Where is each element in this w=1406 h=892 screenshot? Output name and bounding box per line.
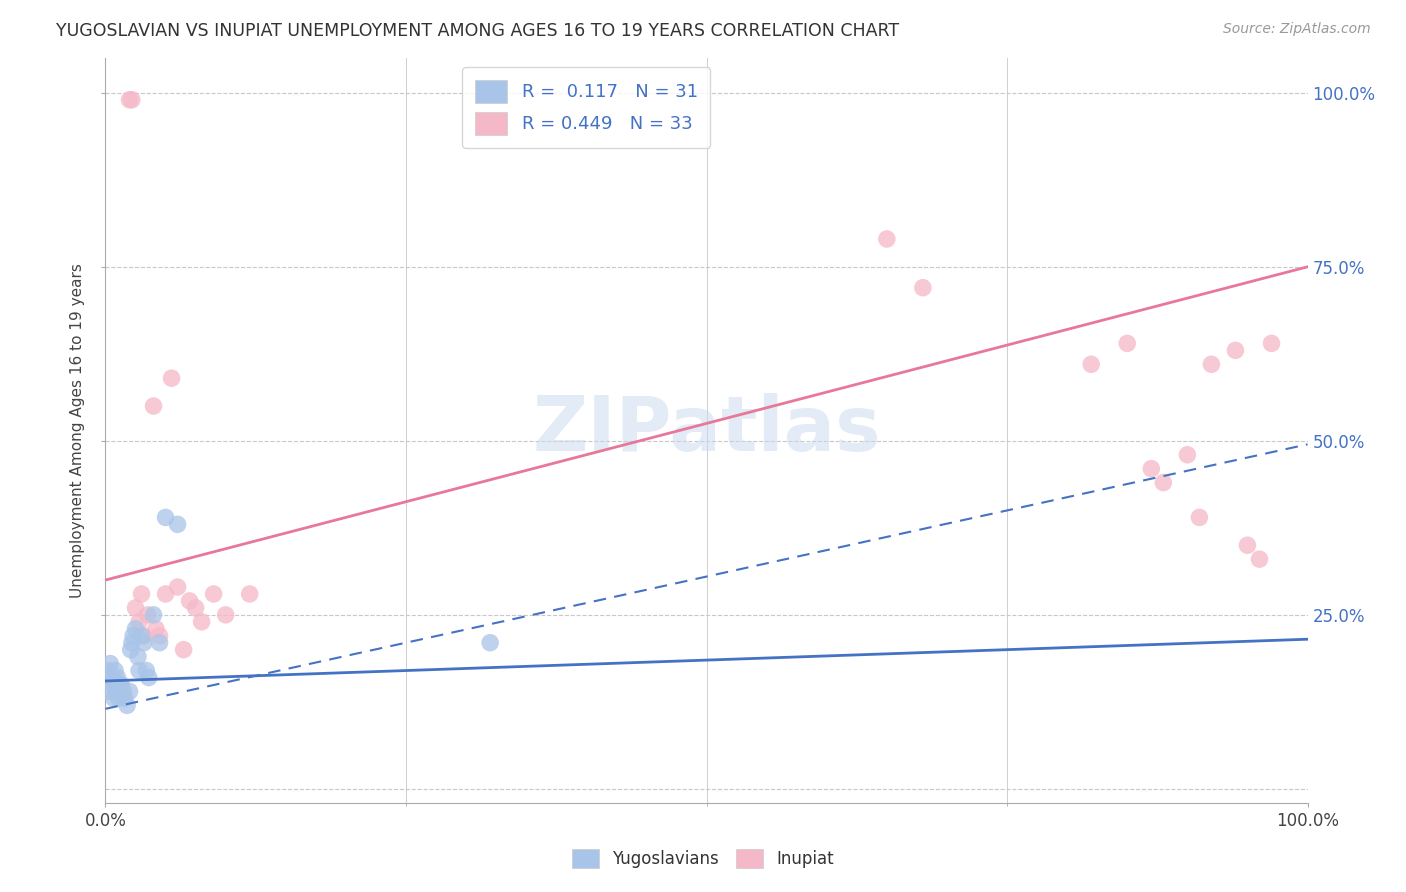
Point — [131, 629, 153, 643]
Text: ZIPatlas: ZIPatlas — [533, 393, 880, 467]
Point — [124, 622, 146, 636]
Point — [155, 510, 177, 524]
Point — [118, 93, 141, 107]
Point — [107, 691, 129, 706]
Point — [184, 600, 207, 615]
Point — [132, 636, 155, 650]
Point — [121, 93, 143, 107]
Point — [120, 642, 142, 657]
Point — [98, 684, 121, 698]
Point — [128, 615, 150, 629]
Point — [118, 684, 141, 698]
Point — [121, 636, 143, 650]
Point — [1188, 510, 1211, 524]
Point — [1236, 538, 1258, 552]
Point — [122, 629, 145, 643]
Point — [97, 664, 120, 678]
Point — [112, 684, 135, 698]
Point — [98, 657, 121, 671]
Point — [104, 664, 127, 678]
Point — [138, 671, 160, 685]
Point — [1260, 336, 1282, 351]
Point — [1201, 357, 1223, 371]
Point — [103, 691, 125, 706]
Point — [128, 664, 150, 678]
Point — [1080, 357, 1102, 371]
Point — [127, 649, 149, 664]
Point — [179, 594, 201, 608]
Point — [166, 517, 188, 532]
Point — [202, 587, 225, 601]
Legend: Yugoslavians, Inupiat: Yugoslavians, Inupiat — [565, 843, 841, 875]
Point — [132, 629, 155, 643]
Text: Source: ZipAtlas.com: Source: ZipAtlas.com — [1223, 22, 1371, 37]
Point — [876, 232, 898, 246]
Point — [115, 698, 138, 713]
Point — [124, 600, 146, 615]
Point — [1140, 461, 1163, 475]
Point — [142, 607, 165, 622]
Point — [160, 371, 183, 385]
Point — [1175, 448, 1198, 462]
Point — [190, 615, 212, 629]
Point — [239, 587, 262, 601]
Point — [1249, 552, 1271, 566]
Point — [214, 607, 236, 622]
Point — [136, 607, 159, 622]
Point — [479, 636, 502, 650]
Point — [114, 691, 136, 706]
Point — [105, 684, 128, 698]
Point — [1152, 475, 1174, 490]
Text: YUGOSLAVIAN VS INUPIAT UNEMPLOYMENT AMONG AGES 16 TO 19 YEARS CORRELATION CHART: YUGOSLAVIAN VS INUPIAT UNEMPLOYMENT AMON… — [56, 22, 900, 40]
Y-axis label: Unemployment Among Ages 16 to 19 years: Unemployment Among Ages 16 to 19 years — [70, 263, 86, 598]
Point — [135, 664, 157, 678]
Point — [166, 580, 188, 594]
Point — [173, 642, 195, 657]
Point — [911, 281, 934, 295]
Point — [1116, 336, 1139, 351]
Legend: R =  0.117   N = 31, R = 0.449   N = 33: R = 0.117 N = 31, R = 0.449 N = 33 — [463, 67, 710, 148]
Point — [131, 587, 153, 601]
Point — [155, 587, 177, 601]
Point — [110, 677, 132, 691]
Point — [142, 399, 165, 413]
Point — [148, 636, 170, 650]
Point — [100, 671, 122, 685]
Point — [145, 622, 167, 636]
Point — [101, 677, 124, 691]
Point — [107, 671, 129, 685]
Point — [148, 629, 170, 643]
Point — [1225, 343, 1247, 358]
Point — [108, 677, 131, 691]
